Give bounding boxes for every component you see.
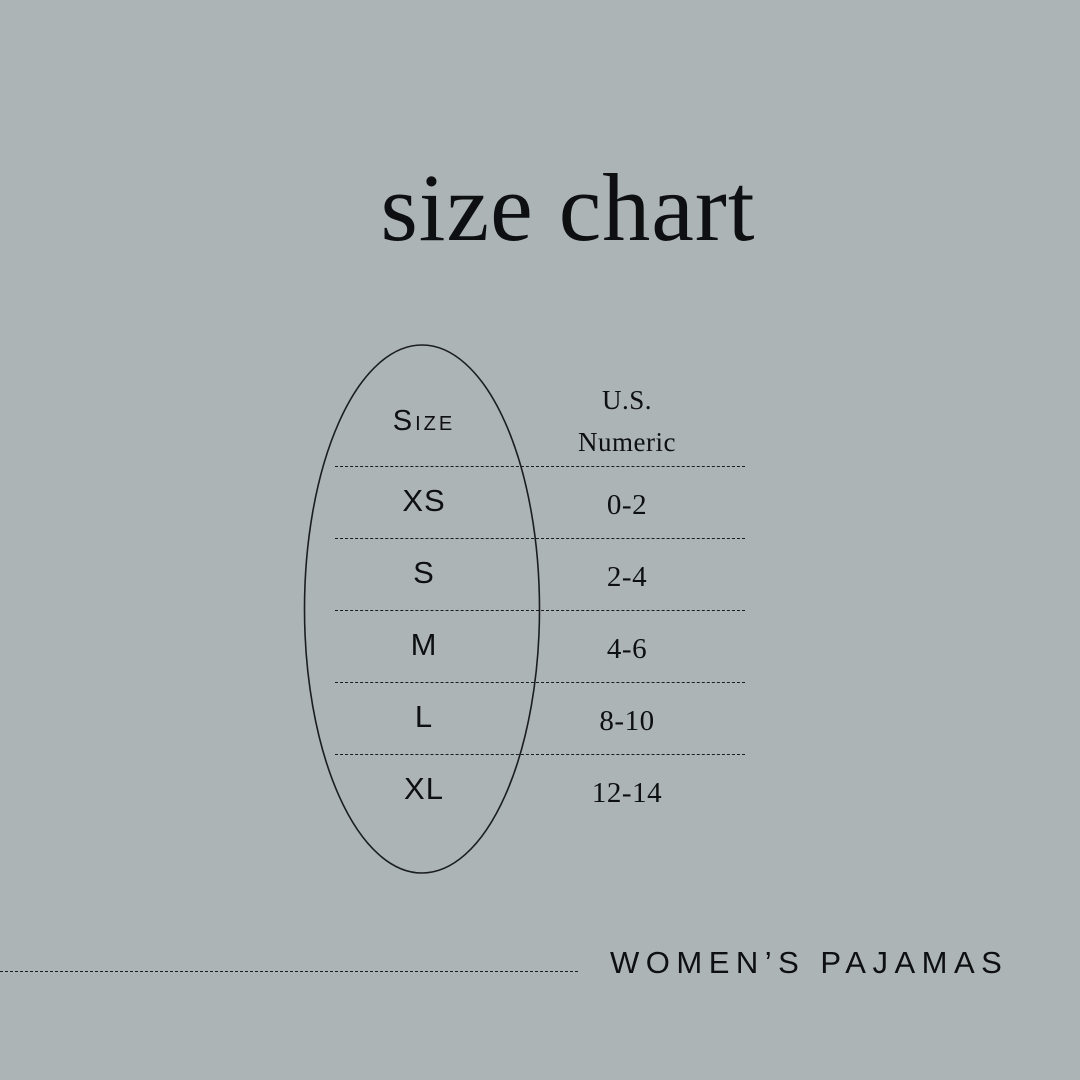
- cell-size: S: [413, 555, 435, 590]
- table-row: L 8-10: [335, 683, 745, 755]
- footer-product-label: WOMEN’S PAJAMAS: [610, 945, 1009, 980]
- cell-numeric: 12-14: [591, 777, 663, 809]
- cell-size: M: [410, 627, 438, 662]
- cell-numeric: 4-6: [606, 633, 648, 665]
- table-row: XS 0-2: [335, 467, 745, 539]
- table-row: XL 12-14: [335, 755, 745, 826]
- header-cell-us-numeric: U.S. Numeric: [513, 380, 745, 464]
- cell-numeric: 2-4: [606, 561, 648, 593]
- cell-size: L: [414, 699, 434, 734]
- table-header-row: Size U.S. Numeric: [335, 378, 745, 467]
- cell-size: XS: [402, 483, 446, 518]
- size-chart-table: Size U.S. Numeric XS 0-2 S 2-4 M 4-6 L 8…: [335, 378, 745, 826]
- cell-size: XL: [404, 771, 444, 806]
- table-row: M 4-6: [335, 611, 745, 683]
- header-us-line2: Numeric: [578, 427, 676, 457]
- header-us-line1: U.S.: [601, 385, 652, 416]
- table-row: S 2-4: [335, 539, 745, 611]
- cell-numeric: 8-10: [599, 705, 655, 737]
- cell-numeric: 0-2: [606, 489, 648, 521]
- page-title: size chart: [380, 154, 756, 261]
- header-cell-size: Size: [392, 404, 456, 437]
- footer-divider-rule: [0, 971, 578, 972]
